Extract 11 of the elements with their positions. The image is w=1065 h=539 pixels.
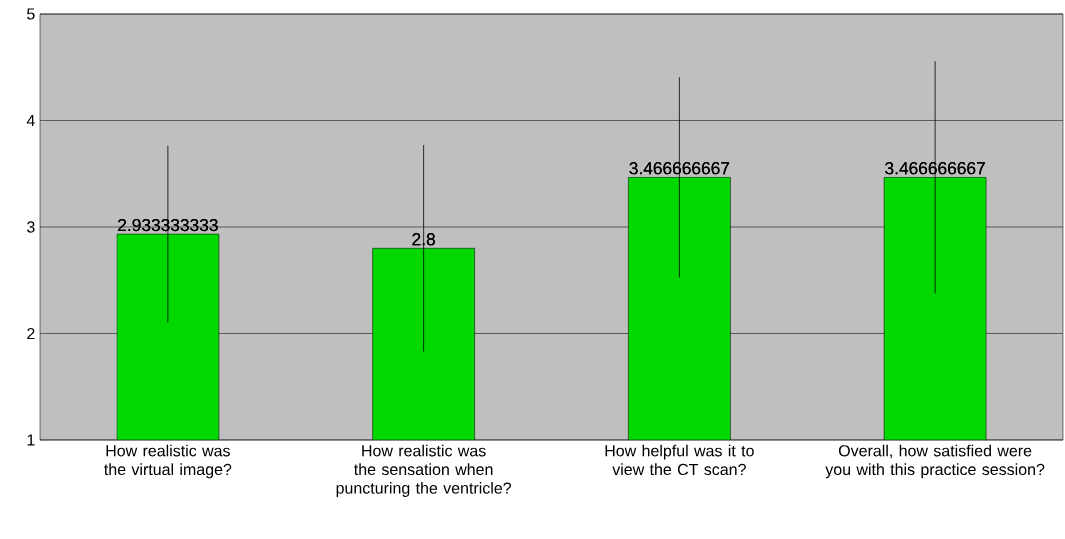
y-tick-label: 4: [26, 115, 35, 126]
x-tick-label: Overall, how satisfied were you with this practice session?: [825, 444, 1045, 479]
x-tick-label: How realistic was the sensation when puncturing the ventricle?: [336, 444, 512, 497]
y-tick-label: 2: [27, 327, 35, 340]
y-tick-label: 1: [27, 434, 35, 446]
y-tick-label: 5: [27, 8, 35, 20]
x-tick-label: How helpful was it to view the CT scan?: [605, 444, 754, 476]
x-tick-label: How realistic was the virtual image?: [104, 444, 232, 479]
data-label: 3.466666667: [885, 162, 985, 175]
data-label: 2.933333333: [118, 218, 218, 232]
y-tick-label: 3: [27, 221, 35, 233]
